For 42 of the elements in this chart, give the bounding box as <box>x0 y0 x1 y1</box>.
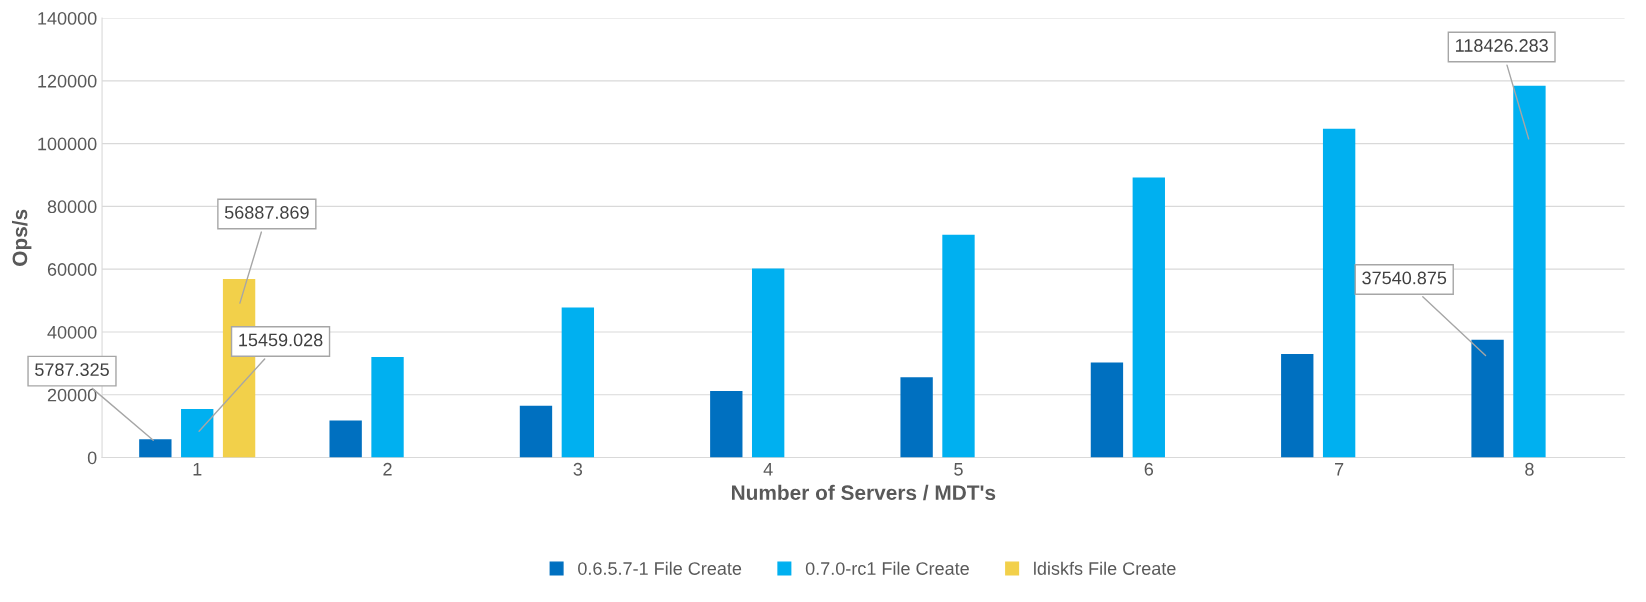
bar <box>561 307 595 458</box>
legend-label: 0.7.0-rc1 File Create <box>805 561 969 575</box>
legend-label: ldiskfs File Create <box>1034 561 1176 575</box>
data-label: 37540.875 <box>1362 271 1447 285</box>
y-tick-label: 80000 <box>47 200 97 214</box>
bar <box>181 408 214 458</box>
x-tick-label: 2 <box>383 462 392 476</box>
x-tick-label: 6 <box>1144 462 1154 476</box>
x-tick-label: 7 <box>1335 463 1344 476</box>
bar <box>371 357 404 458</box>
data-label: 56887.869 <box>224 206 309 219</box>
bar <box>1281 353 1314 458</box>
bar <box>1090 362 1124 458</box>
x-tick-label: 3 <box>573 462 583 476</box>
y-tick-label: 20000 <box>47 388 97 402</box>
y-tick-label: 60000 <box>47 263 97 276</box>
data-label: 15459.028 <box>239 333 323 347</box>
y-tick-label: 40000 <box>47 325 97 339</box>
y-tick-label: 0 <box>87 451 97 465</box>
legend-label: 0.6.5.7-1 File Create <box>578 561 742 575</box>
bar <box>751 268 785 458</box>
x-axis-title: Number of Servers / MDT's <box>732 484 996 501</box>
y-axis-title: Ops/s <box>11 209 32 266</box>
x-tick-label: 5 <box>954 463 963 476</box>
bar <box>1471 339 1504 458</box>
x-tick-label: 1 <box>193 463 202 476</box>
bar <box>1132 177 1165 458</box>
bar <box>519 405 553 458</box>
bar <box>139 439 172 458</box>
bar <box>1513 85 1546 458</box>
x-tick-label: 8 <box>1525 462 1534 476</box>
bar <box>710 390 743 458</box>
y-tick-label: 120000 <box>38 74 97 88</box>
data-label: 118426.283 <box>1456 39 1548 52</box>
bar <box>942 234 975 458</box>
y-tick-label: 100000 <box>38 137 97 151</box>
bar <box>329 420 362 458</box>
y-tick-label: 140000 <box>38 11 97 25</box>
bar <box>900 377 933 458</box>
x-tick-label: 4 <box>763 463 773 476</box>
bar <box>1322 128 1356 458</box>
data-label: 5787.325 <box>35 363 109 377</box>
